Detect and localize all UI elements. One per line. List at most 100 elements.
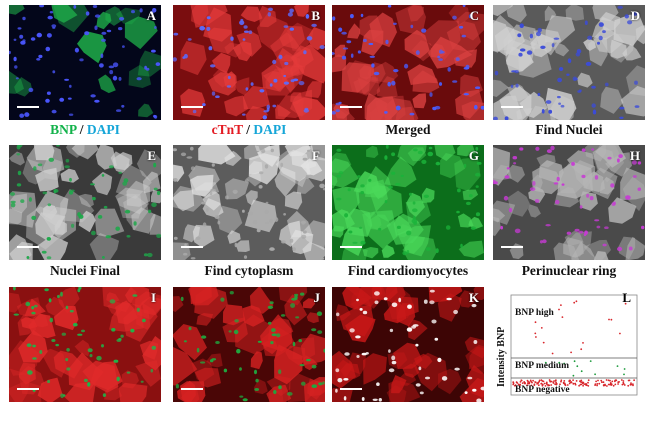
scatter-point [614, 383, 617, 386]
scatter-point [532, 379, 534, 382]
scatter-point [622, 380, 625, 382]
scatter-point [518, 384, 521, 387]
scatter-point [575, 300, 578, 303]
scale-bar [17, 388, 39, 390]
scatter-point [535, 336, 537, 338]
micrograph-f [173, 145, 325, 260]
scatter-point [521, 382, 524, 384]
scatter-point [558, 308, 560, 311]
panel-letter-b: B [311, 8, 320, 23]
scatter-point [516, 382, 519, 384]
panel-letter-c: C [469, 8, 479, 23]
micrograph-c [332, 5, 484, 120]
scatter-point [552, 382, 555, 384]
panel-e: E [9, 145, 161, 260]
scatter-point [553, 380, 555, 382]
scatter-points [512, 300, 635, 387]
micrograph-g [332, 145, 484, 260]
panel-letter-f: F [312, 148, 320, 163]
scatter-point [533, 384, 536, 386]
scatter-point [581, 382, 584, 385]
scatter-point [585, 382, 587, 385]
scatter-point [540, 382, 543, 385]
scatter-point [605, 379, 608, 381]
scatter-point [563, 362, 566, 365]
scatter-point [614, 379, 616, 382]
scatter-point [609, 379, 611, 382]
scatter-point [526, 384, 529, 386]
scatter-point [549, 380, 552, 383]
scatter-point [602, 384, 605, 386]
scatter-point [601, 381, 603, 384]
scatter-point [608, 318, 610, 321]
scatter-point [627, 384, 630, 387]
scatter-point [534, 381, 536, 383]
panel-letter-l: L [622, 290, 631, 305]
scatter-point [531, 381, 533, 384]
scatter-point [560, 380, 562, 383]
scale-bar [340, 388, 362, 390]
caption-h: Perinuclear ring [521, 263, 617, 278]
scatter-point [576, 365, 579, 368]
caption-g: Find cardiomyocytes [347, 263, 469, 278]
scatter-point [572, 374, 575, 377]
scatter-point [555, 379, 557, 382]
scatter-point [543, 382, 546, 385]
scatter-point [597, 379, 599, 382]
scatter-point [572, 379, 574, 381]
scatter-point [633, 379, 635, 382]
scatter-point [610, 384, 613, 386]
scatter-point [623, 384, 626, 386]
panel-k: K [332, 287, 484, 402]
scatter-point [517, 383, 520, 386]
scatter-point [600, 379, 603, 382]
scale-bar [340, 106, 362, 108]
scale-bar [181, 388, 203, 390]
scatter-point [562, 382, 565, 385]
scatter-point [547, 384, 549, 387]
scatter-point [537, 382, 539, 385]
scatter-point [554, 383, 556, 385]
scatter-point [623, 373, 625, 376]
scatter-point [594, 373, 596, 376]
scatter-point [632, 384, 634, 387]
scatter-point [578, 384, 580, 387]
scale-bar [181, 106, 203, 108]
scatter-point [630, 383, 633, 386]
scatter-point [580, 379, 583, 382]
panel-g: G [332, 145, 484, 260]
scatter-point [628, 379, 631, 382]
scatter-point [617, 381, 620, 384]
scatter-point [611, 380, 614, 383]
scatter-point [544, 385, 547, 387]
scatter-point [607, 379, 610, 382]
caption-e: Nuclei Final [49, 263, 121, 278]
scatter-point [530, 384, 533, 387]
scatter-point [619, 332, 621, 335]
scatter-point [546, 383, 548, 386]
scatter-point [545, 381, 548, 384]
caption-c: Merged [385, 122, 431, 137]
scatter-point [566, 384, 569, 386]
scatter-point [551, 352, 554, 355]
scatter-point [623, 368, 626, 370]
scale-bar [501, 246, 523, 248]
panel-letter-g: G [468, 148, 479, 163]
panel-i: I [9, 287, 161, 402]
scatter-point [587, 379, 590, 382]
scatter-point [580, 383, 583, 386]
caption-b: cTnT / DAPI [211, 122, 287, 137]
scatter-point [594, 383, 597, 386]
scatter-point [520, 379, 523, 382]
scatter-point [610, 318, 613, 321]
scatter-point [540, 327, 543, 329]
scatter-point [624, 302, 627, 305]
y-axis-label: Intensity BNP [496, 326, 507, 387]
scatter-point [529, 379, 532, 382]
panel-letter-h: H [629, 148, 640, 163]
scatter-point [587, 385, 590, 387]
micrograph-i [9, 287, 161, 402]
scatter-point [568, 380, 571, 383]
scatter-point [564, 384, 567, 387]
scatter-point [570, 381, 573, 384]
